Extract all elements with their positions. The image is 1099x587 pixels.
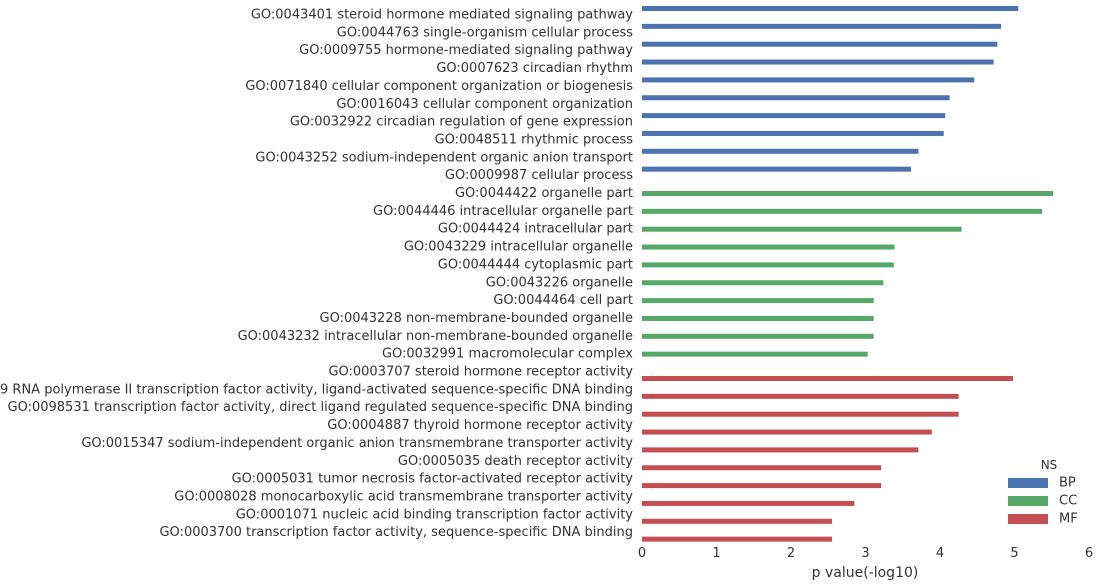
bar-cc [642,333,874,339]
category-label: GO:0071840 cellular component organizati… [245,79,633,94]
bars [642,6,1054,542]
category-label: GO:0016043 cellular component organizati… [336,97,633,112]
category-label: GO:0043232 intracellular non-membrane-bo… [238,329,633,344]
bar-mf [642,447,919,453]
legend-swatch-bp [1008,478,1048,488]
category-label: GO:0044446 intracellular organelle part [373,204,633,219]
bar-mf [642,393,959,399]
bar-bp [642,41,998,47]
category-label: GO:0048511 rhythmic process [435,132,634,147]
bar-cc [642,315,874,321]
bar-mf [642,376,1014,381]
category-label: GO:0032991 macromolecular complex [382,347,633,362]
category-label: GO:0015347 sodium-independent organic an… [81,436,633,451]
x-tick-label: 0 [638,546,646,561]
category-label: GO:0043401 steroid hormone mediated sign… [251,8,633,23]
category-label: GO:0044763 single-organism cellular proc… [337,25,633,40]
legend-swatch-mf [1008,514,1048,524]
x-tick-label: 6 [1085,546,1093,561]
bar-mf [642,500,855,506]
bar-bp [642,95,950,101]
bar-cc [642,262,894,268]
category-label: GO:0009755 hormone-mediated signaling pa… [299,43,633,58]
x-tick-label: 1 [712,546,720,561]
bar-mf [642,429,932,435]
bar-cc [642,244,895,250]
category-label: GO:0009987 cellular process [445,168,633,183]
category-label: GO:0044464 cell part [493,293,633,308]
legend-swatch-cc [1008,496,1048,506]
x-tick-label: 5 [1010,546,1018,561]
legend-label-bp: BP [1059,476,1076,491]
bar-bp [642,148,919,154]
category-label: GO:0098531 transcription factor activity… [8,400,633,415]
category-label: GO:0003707 steroid hormone receptor acti… [328,365,633,380]
bar-bp [642,59,994,65]
bar-bp [642,130,944,136]
bar-mf [642,536,832,542]
bar-bp [642,77,975,83]
bar-cc [642,280,884,286]
category-label: GO:0005031 tumor necrosis factor-activat… [232,472,634,487]
bar-bp [642,113,946,119]
category-label: GO:0043252 sodium-independent organic an… [255,150,633,165]
category-label: GO:0001071 nucleic acid binding transcri… [236,507,634,522]
category-label: GO:0043226 organelle [486,275,633,290]
bar-cc [642,191,1054,196]
bar-mf [642,411,959,417]
category-label: GO:0007623 circadian rhythm [436,61,633,76]
legend-label-cc: CC [1059,494,1077,509]
category-labels: GO:0043401 steroid hormone mediated sign… [0,8,633,541]
bar-cc [642,298,874,304]
category-label: GO:0008028 monocarboxylic acid transmemb… [174,489,633,504]
bar-mf [642,518,832,524]
bar-cc [642,351,868,357]
category-label: GO:0044422 organelle part [455,186,633,201]
x-axis-ticks: 0 1 2 3 4 5 6 [638,546,1093,561]
category-label: GO:0004879 RNA polymerase II transcripti… [0,382,633,397]
category-label: GO:0003700 transcription factor activity… [159,525,633,540]
category-label: GO:0032922 circadian regulation of gene … [290,115,633,130]
x-tick-label: 3 [861,546,869,561]
bar-mf [642,483,882,489]
bar-bp [642,23,1002,29]
x-tick-label: 4 [936,546,944,561]
category-label: GO:0043229 intracellular organelle [404,240,633,255]
category-label: GO:0005035 death receptor activity [398,454,633,469]
bar-cc [642,226,962,232]
category-label: GO:0004887 thyroid hormone receptor acti… [327,418,633,433]
bar-bp [642,166,911,172]
x-tick-label: 2 [787,546,795,561]
category-label: GO:0044444 cytoplasmic part [438,257,633,272]
category-label: GO:0043228 non-membrane-bounded organell… [320,311,634,326]
legend-label-mf: MF [1059,512,1078,527]
bar-mf [642,465,882,471]
x-axis-label: p value(-log10) [812,565,919,581]
legend-title: NS [1041,458,1058,472]
bar-bp [642,6,1019,11]
bar-cc [642,208,1043,214]
category-label: GO:0044424 intracellular part [438,222,633,237]
